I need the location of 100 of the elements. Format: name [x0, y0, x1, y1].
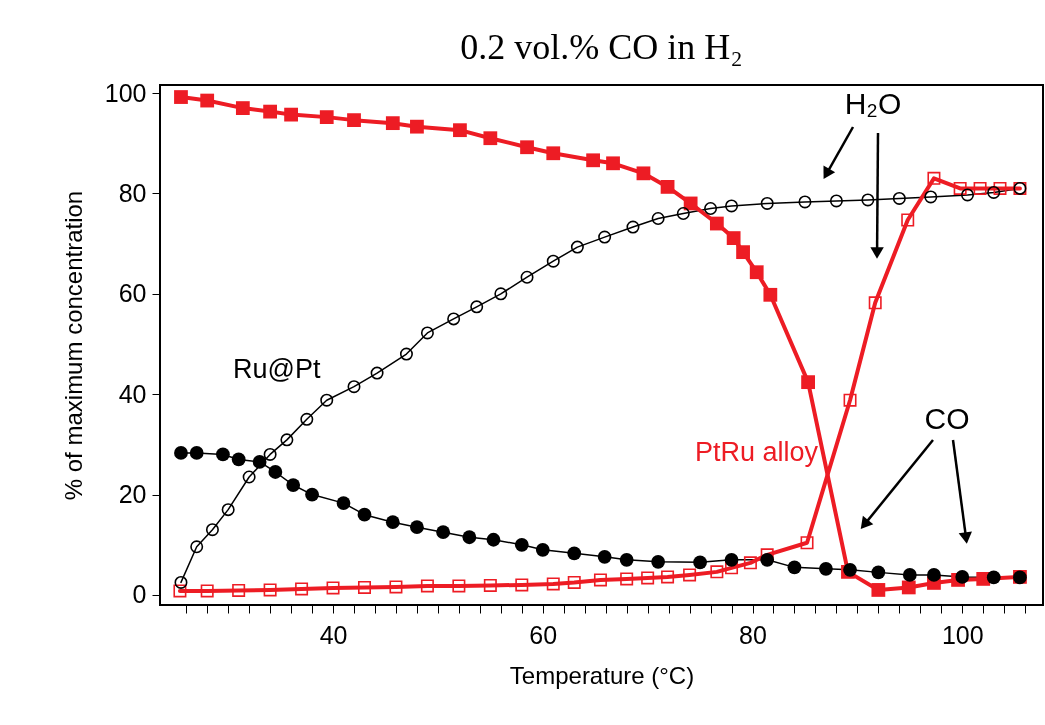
- x-tick-label: 40: [319, 620, 348, 649]
- y-tick-label: 80: [118, 178, 147, 207]
- point: [486, 532, 501, 547]
- point: [385, 515, 400, 530]
- point: [452, 579, 466, 593]
- point: [683, 196, 698, 211]
- point: [901, 213, 915, 227]
- point: [743, 556, 757, 570]
- point: [987, 185, 1001, 199]
- point: [286, 478, 301, 492]
- y-tick-label: 40: [118, 379, 147, 408]
- point: [955, 570, 970, 584]
- point: [347, 380, 361, 394]
- point: [871, 565, 886, 580]
- point: [546, 146, 561, 161]
- point: [520, 140, 534, 155]
- point: [189, 446, 204, 460]
- point: [724, 552, 739, 567]
- point: [902, 568, 917, 582]
- point: [221, 503, 235, 517]
- annotation: PtRu alloy: [695, 437, 819, 467]
- point: [263, 583, 277, 597]
- point: [760, 196, 774, 210]
- point: [494, 287, 508, 301]
- point: [280, 433, 294, 447]
- point: [231, 452, 246, 467]
- point: [173, 584, 187, 598]
- point: [284, 107, 298, 122]
- point: [725, 199, 739, 213]
- point: [760, 552, 775, 567]
- point: [520, 270, 534, 284]
- point: [326, 581, 340, 595]
- point: [693, 555, 707, 570]
- point: [598, 230, 612, 244]
- point: [242, 470, 256, 484]
- point: [924, 190, 938, 204]
- point: [410, 520, 424, 535]
- point: [370, 366, 384, 380]
- point: [436, 525, 451, 540]
- point: [295, 582, 309, 596]
- point: [871, 583, 886, 597]
- x-axis-title: Temperature (°C): [509, 661, 695, 689]
- point: [420, 579, 434, 593]
- annotation: Ru@Pt: [233, 354, 321, 384]
- point: [861, 193, 875, 207]
- point: [661, 570, 675, 584]
- point: [453, 123, 467, 138]
- point: [235, 101, 250, 115]
- point: [620, 572, 634, 586]
- point: [636, 166, 651, 181]
- point: [704, 201, 718, 215]
- point: [651, 212, 665, 225]
- y-axis-title: % of maximum concentration: [59, 190, 87, 501]
- point: [986, 570, 1001, 585]
- point: [190, 540, 204, 554]
- point: [927, 568, 941, 582]
- point: [410, 119, 424, 134]
- point: [336, 496, 351, 510]
- x-tick-label: 60: [529, 620, 558, 649]
- point: [567, 546, 582, 561]
- point: [619, 552, 634, 567]
- point: [483, 578, 497, 592]
- point: [597, 549, 612, 564]
- point: [586, 153, 600, 168]
- point: [174, 90, 188, 104]
- point: [462, 530, 477, 545]
- annotation: CO: [924, 402, 970, 435]
- point: [263, 104, 277, 119]
- point: [726, 231, 741, 245]
- point: [305, 487, 319, 502]
- point: [901, 580, 916, 595]
- point: [763, 287, 778, 302]
- point: [651, 554, 666, 569]
- point: [843, 393, 857, 407]
- point: [800, 536, 814, 550]
- point: [736, 245, 750, 260]
- y-tick-label: 0: [132, 580, 147, 609]
- point: [725, 561, 739, 575]
- point: [709, 216, 724, 231]
- point: [567, 575, 581, 589]
- point: [546, 254, 560, 268]
- point: [798, 195, 812, 209]
- point: [570, 240, 584, 254]
- point: [660, 180, 675, 194]
- point: [749, 265, 764, 280]
- point: [801, 375, 815, 390]
- y-tick-label: 20: [118, 480, 147, 509]
- point: [710, 565, 724, 579]
- point: [232, 583, 246, 597]
- point: [641, 571, 655, 585]
- point: [829, 194, 843, 208]
- point: [993, 181, 1007, 195]
- point: [252, 455, 267, 469]
- point: [320, 393, 334, 407]
- point: [546, 577, 560, 591]
- point: [357, 580, 371, 594]
- y-tick-label: 100: [104, 78, 147, 107]
- point: [385, 116, 400, 131]
- point: [319, 110, 334, 125]
- point: [470, 300, 484, 314]
